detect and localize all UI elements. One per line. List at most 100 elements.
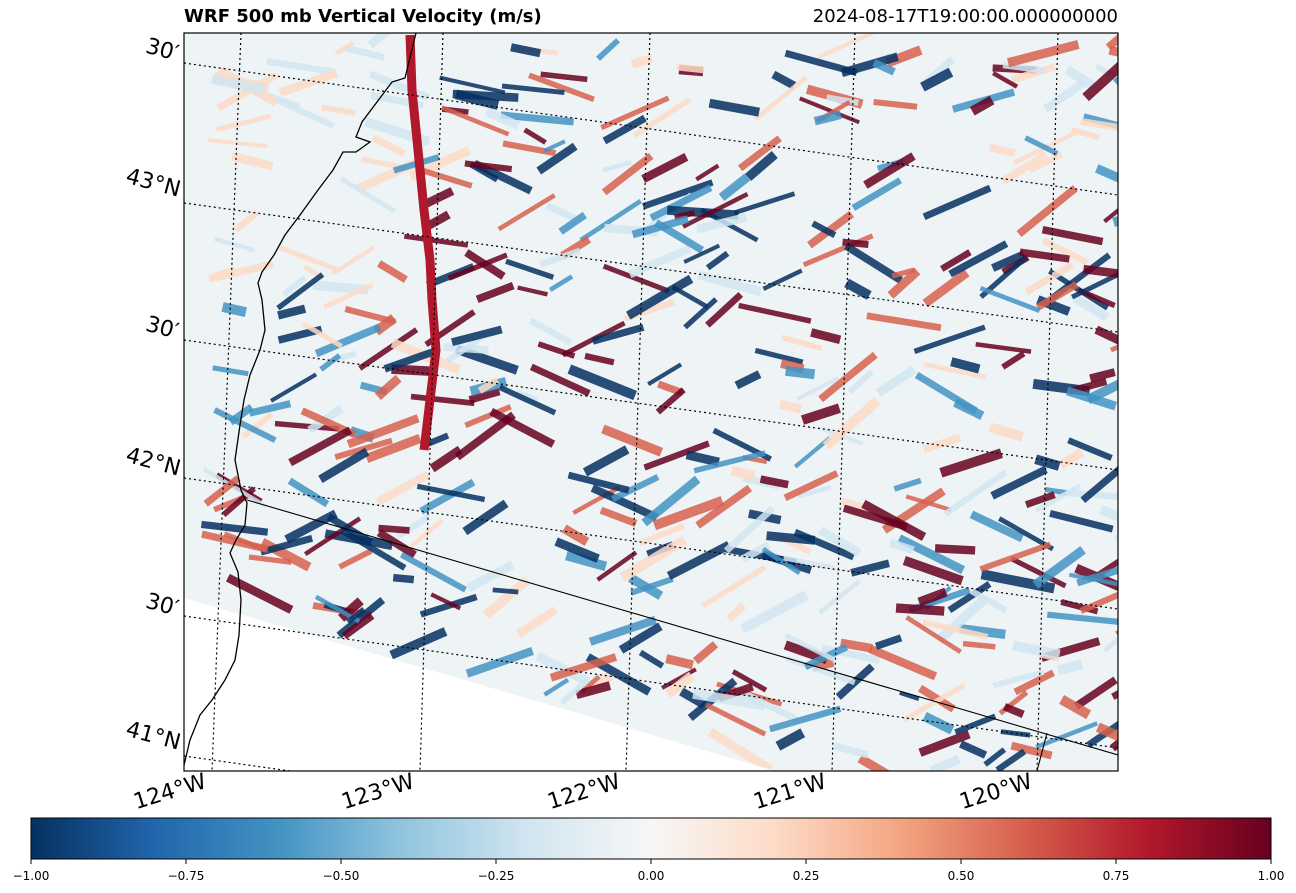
velocity-streak: [203, 475, 241, 507]
velocity-streak: [1067, 437, 1113, 461]
velocity-streak: [202, 467, 267, 508]
velocity-streak: [409, 518, 444, 549]
velocity-streak: [565, 550, 608, 572]
velocity-streak: [959, 740, 988, 759]
velocity-streak: [341, 612, 375, 640]
colorbar-tick-label: −0.75: [167, 869, 205, 883]
velocity-streak: [301, 321, 344, 349]
velocity-streak: [601, 152, 654, 196]
velocity-streak: [233, 210, 260, 233]
velocity-streak: [1080, 455, 1118, 503]
velocity-streak: [893, 477, 922, 492]
velocity-streak: [464, 249, 506, 280]
velocity-streak: [545, 202, 577, 222]
velocity-streak: [778, 400, 802, 414]
velocity-streak: [284, 509, 338, 544]
velocity-streak: [962, 640, 996, 650]
velocity-streak: [969, 510, 1024, 543]
velocity-streak: [1024, 261, 1075, 296]
colorbar-tick-label: −1.00: [12, 869, 50, 883]
velocity-streak: [998, 516, 1055, 552]
velocity-streak: [419, 593, 478, 618]
velocity-streak: [811, 220, 837, 238]
velocity-streak: [705, 291, 744, 328]
velocity-streak: [333, 350, 357, 363]
velocity-streak: [559, 676, 591, 706]
velocity-streak: [969, 95, 995, 116]
velocity-streak: [489, 408, 556, 448]
velocity-streak: [331, 245, 375, 276]
velocity-streak: [1010, 556, 1067, 589]
velocity-streak: [1057, 659, 1084, 676]
velocity-streak: [695, 163, 720, 182]
velocity-streak: [726, 602, 747, 622]
velocity-streak: [1113, 33, 1118, 87]
velocity-streak: [248, 400, 292, 417]
velocity-streak: [1089, 368, 1116, 383]
velocity-streak: [950, 357, 981, 374]
colorbar: [30, 817, 1272, 860]
velocity-streak: [822, 397, 881, 450]
velocity-streak: [1006, 40, 1080, 68]
velocity-streak: [266, 58, 336, 76]
velocity-streak: [539, 247, 582, 268]
velocity-streak: [693, 450, 766, 474]
velocity-streak: [567, 364, 637, 401]
graticule-line: [184, 339, 1118, 471]
state-border-east: [1036, 732, 1048, 771]
velocity-streak: [582, 445, 630, 477]
velocity-streak: [314, 323, 382, 358]
velocity-streak: [1024, 491, 1056, 509]
velocity-streak: [466, 560, 515, 592]
velocity-streak: [991, 250, 1026, 272]
velocity-streak: [1000, 729, 1031, 738]
velocity-streak: [535, 652, 591, 687]
velocity-streak: [1046, 611, 1118, 626]
velocity-streak: [683, 243, 721, 264]
velocity-streak: [979, 541, 1052, 572]
velocity-streak: [1082, 58, 1118, 102]
velocity-streak: [1041, 226, 1104, 246]
velocity-streak: [399, 552, 467, 593]
velocity-streak: [528, 72, 595, 103]
velocity-streak: [277, 304, 307, 320]
velocity-streak: [241, 412, 274, 439]
velocity-streak: [346, 414, 420, 449]
velocity-streak: [857, 754, 910, 771]
velocity-streak: [358, 327, 419, 371]
state-border: [246, 499, 1118, 756]
velocity-streak: [842, 238, 869, 248]
velocity-streak: [753, 75, 808, 122]
velocity-streak: [276, 272, 325, 311]
velocity-streak: [429, 445, 463, 473]
velocity-streak: [833, 742, 869, 759]
velocity-streak: [1059, 695, 1092, 720]
velocity-streak: [424, 210, 451, 231]
velocity-streak: [647, 362, 683, 387]
velocity-streak: [259, 534, 314, 556]
velocity-streak: [619, 535, 688, 582]
velocity-streak: [905, 494, 952, 512]
velocity-streak: [1076, 557, 1118, 587]
graticule-line: [1036, 33, 1059, 771]
velocity-streak: [980, 569, 1056, 594]
velocity-streak: [873, 99, 918, 110]
velocity-streak: [666, 541, 732, 580]
velocity-streak: [200, 520, 269, 536]
velocity-streak: [1048, 268, 1109, 311]
velocity-streak: [740, 541, 771, 563]
velocity-streak: [1112, 196, 1118, 227]
velocity-streak: [510, 43, 542, 58]
graticule-line: [184, 477, 1118, 610]
velocity-streak: [1108, 46, 1118, 68]
velocity-streak: [451, 325, 503, 347]
velocity-streak: [799, 96, 860, 125]
velocity-streak: [638, 649, 665, 669]
velocity-field: [184, 33, 1118, 771]
velocity-streak: [447, 252, 508, 281]
velocity-streak: [591, 323, 645, 345]
velocity-streak: [422, 187, 455, 209]
velocity-streak: [383, 348, 435, 373]
velocity-streak: [734, 370, 762, 390]
velocity-streak: [575, 681, 612, 700]
